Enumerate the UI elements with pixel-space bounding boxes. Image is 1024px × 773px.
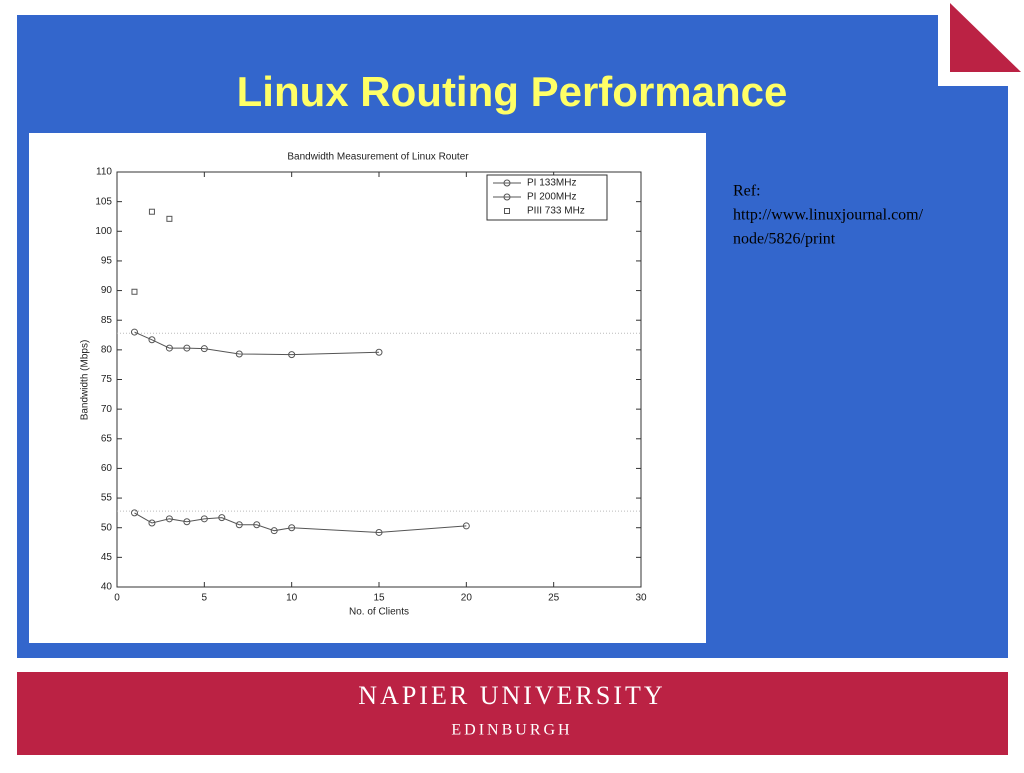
point [130,328,138,336]
point [235,350,243,358]
y-tick-label: 75 [101,374,113,385]
x-tick-label: 5 [202,593,208,604]
y-tick-label: 50 [101,522,113,533]
footer-band [17,672,1008,755]
legend-label: PIII 733 MHz [527,206,585,217]
point [165,515,173,523]
legend-marker [504,208,510,214]
legend-label: PI 200MHz [527,192,576,203]
point [270,527,278,535]
y-tick-label: 90 [101,285,113,296]
point [166,215,173,222]
point [148,208,155,215]
point [131,288,138,295]
x-tick-label: 10 [286,593,298,604]
y-tick-label: 95 [101,256,113,267]
point [183,344,191,352]
point [235,521,243,529]
x-axis-label: No. of Clients [349,607,409,618]
y-tick-label: 60 [101,463,113,474]
point [218,514,226,522]
y-axis-label: Bandwidth (Mbps) [80,340,91,421]
point [130,509,138,517]
footer-name: NAPIER UNIVERSITY [358,681,665,710]
y-tick-label: 110 [96,167,112,178]
legend-label: PI 133MHz [527,178,576,189]
y-tick-label: 85 [101,315,113,326]
x-tick-label: 15 [373,593,385,604]
point [148,519,156,527]
reference-line: Ref: [733,183,761,200]
point [148,336,156,344]
point [200,515,208,523]
point [375,348,383,356]
point [183,518,191,526]
legend-marker [503,193,511,201]
x-tick-label: 25 [548,593,560,604]
slide-title: Linux Routing Performance [237,68,788,115]
x-tick-label: 20 [461,593,473,604]
chart-title: Bandwidth Measurement of Linux Router [287,152,469,163]
point [200,345,208,353]
point [253,521,261,529]
point [165,344,173,352]
reference-line: node/5826/print [733,231,836,248]
x-tick-label: 30 [635,593,647,604]
point [288,351,296,359]
y-tick-label: 40 [101,582,113,593]
y-tick-label: 80 [101,344,113,355]
y-tick-label: 100 [95,226,112,237]
chart: Bandwidth Measurement of Linux Router No… [80,152,647,618]
footer-city: EDINBURGH [451,722,572,739]
point [375,528,383,536]
y-tick-label: 45 [101,552,113,563]
reference: Ref: http://www.linuxjournal.com/node/582… [733,183,924,248]
y-tick-label: 55 [101,493,113,504]
x-tick-label: 0 [114,593,120,604]
point [462,522,470,530]
legend-marker [503,179,511,187]
point [288,524,296,532]
reference-line: http://www.linuxjournal.com/ [733,207,924,224]
corner-triangle [950,3,1021,72]
y-tick-label: 65 [101,433,113,444]
y-tick-label: 105 [95,196,112,207]
y-tick-label: 70 [101,404,113,415]
